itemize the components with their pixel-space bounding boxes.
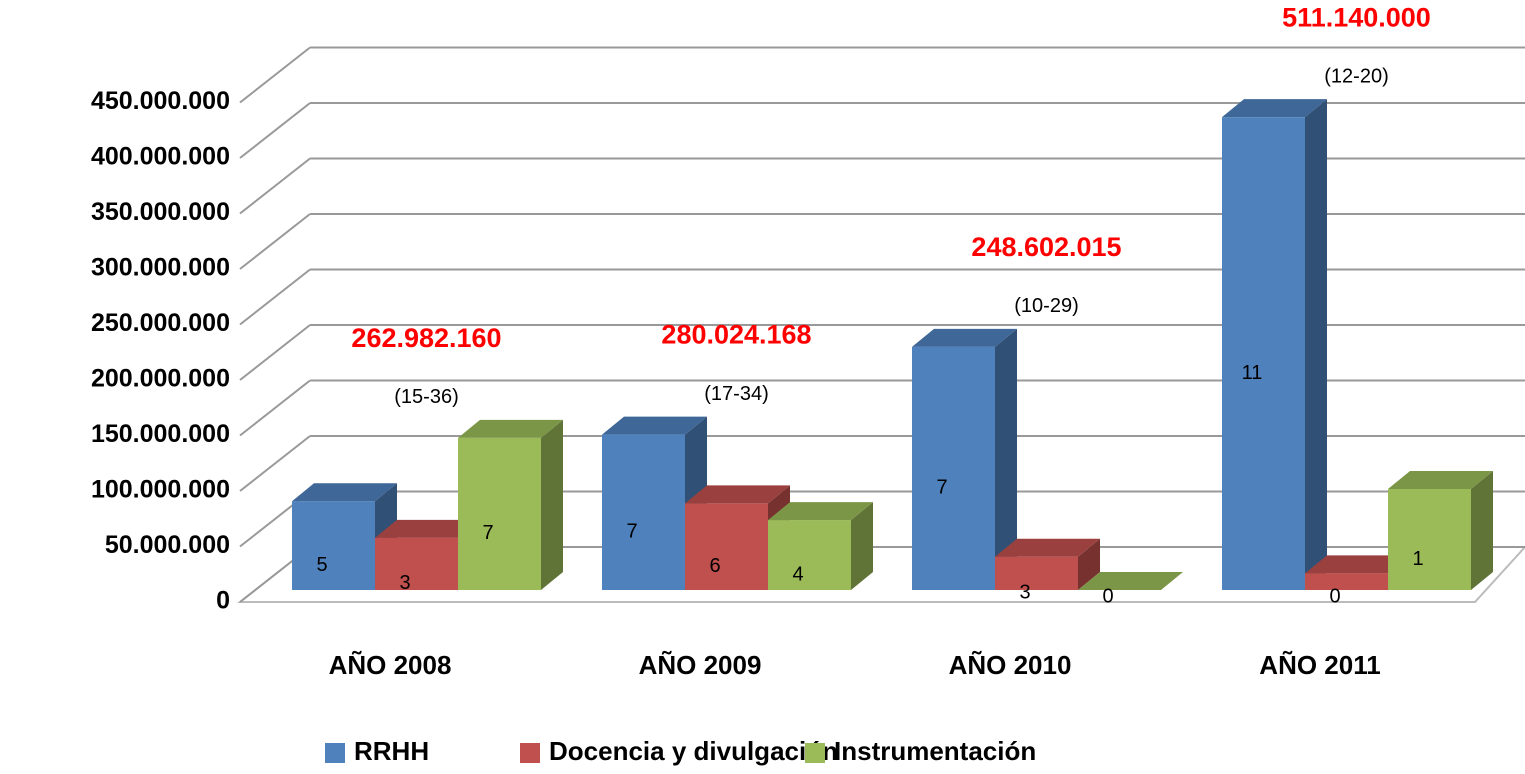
legend-swatch	[325, 743, 345, 763]
count-label: 0	[1102, 585, 1113, 607]
count-label: 3	[399, 572, 410, 594]
x-tick-label: AÑO 2010	[949, 650, 1072, 680]
y-tick-label: 0	[216, 587, 230, 615]
count-label: 11	[1242, 362, 1263, 384]
grid-line	[239, 379, 311, 437]
grid-line	[239, 324, 311, 381]
y-tick-label: 350.000.000	[91, 198, 230, 226]
bar	[768, 520, 851, 590]
count-label: 7	[482, 522, 493, 544]
legend-swatch	[805, 743, 825, 763]
count-label: 7	[626, 521, 637, 543]
x-tick-label: AÑO 2011	[1259, 650, 1380, 680]
total-label: 280.024.168	[661, 320, 811, 350]
count-label: 6	[709, 555, 720, 577]
bar-side	[1305, 99, 1327, 590]
bar-side	[995, 328, 1017, 590]
bar	[995, 556, 1078, 590]
bar	[685, 503, 768, 590]
count-label: 0	[1329, 585, 1340, 607]
bar-top	[768, 502, 873, 521]
grid-line	[239, 46, 311, 104]
bar-side	[1471, 470, 1493, 590]
legend-label: RRHH	[354, 736, 429, 766]
bar	[375, 537, 458, 590]
bar-top	[458, 419, 563, 438]
y-tick-label: 200.000.000	[91, 365, 230, 393]
legend-label: Docencia y divulgación	[549, 736, 838, 766]
bar	[1222, 117, 1305, 590]
range-label: (17-34)	[704, 383, 768, 405]
bar-top	[1222, 99, 1327, 118]
bar-top	[1078, 572, 1183, 590]
bar	[292, 501, 375, 590]
bar-side	[1078, 538, 1100, 590]
bar	[602, 434, 685, 590]
total-label: 262.982.160	[351, 323, 501, 353]
range-label: (12-20)	[1324, 65, 1388, 87]
y-tick-label: 50.000.000	[105, 531, 230, 559]
grid-line	[239, 268, 311, 326]
bar-top	[995, 538, 1100, 557]
bar-side	[541, 419, 563, 590]
bar-top	[602, 416, 707, 435]
y-tick-label: 300.000.000	[91, 254, 230, 282]
count-label: 1	[1412, 548, 1423, 570]
x-tick-label: AÑO 2008	[329, 650, 452, 680]
legend-swatch	[520, 743, 540, 763]
count-label: 5	[316, 554, 327, 576]
y-tick-label: 400.000.000	[91, 143, 230, 171]
count-label: 4	[792, 563, 803, 585]
y-tick-label: 250.000.000	[91, 309, 230, 337]
total-label: 511.140.000	[1282, 2, 1431, 32]
bar-top	[685, 485, 790, 504]
count-label: 7	[936, 477, 947, 499]
grid-line	[239, 435, 311, 492]
grid-line	[239, 157, 311, 215]
bar	[458, 437, 541, 590]
y-tick-label: 100.000.000	[91, 476, 230, 504]
y-tick-label: 450.000.000	[91, 87, 230, 115]
range-label: (10-29)	[1014, 295, 1078, 317]
bar	[912, 346, 995, 590]
bar-side	[851, 502, 873, 590]
y-tick-label: 150.000.000	[91, 420, 230, 448]
legend-label: Instrumentación	[834, 736, 1036, 766]
bar-top	[1388, 470, 1493, 489]
bar-top	[375, 519, 480, 538]
bar	[1388, 488, 1471, 590]
bar-top	[292, 483, 397, 502]
count-label: 3	[1019, 582, 1030, 604]
bar	[1305, 573, 1388, 590]
grid-line	[239, 102, 311, 159]
bar-top	[912, 328, 1017, 347]
range-label: (15-36)	[394, 386, 458, 408]
total-label: 248.602.015	[971, 232, 1121, 262]
grid-line	[239, 213, 311, 270]
x-tick-label: AÑO 2009	[639, 650, 762, 680]
bar-top	[1305, 555, 1410, 574]
